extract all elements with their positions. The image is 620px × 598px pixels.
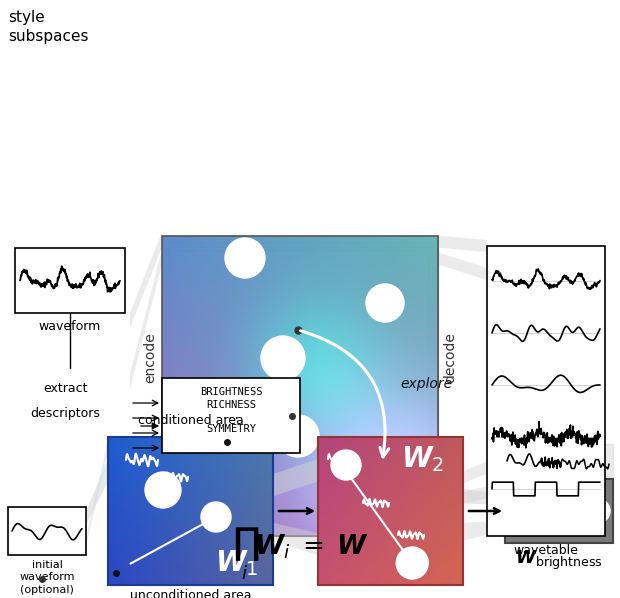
Polygon shape	[130, 250, 162, 388]
Circle shape	[201, 502, 231, 532]
Polygon shape	[273, 459, 318, 496]
Circle shape	[361, 442, 403, 484]
Text: wavetable: wavetable	[513, 544, 578, 557]
Bar	[170, 247, 430, 525]
Text: $\boldsymbol{W}_1$: $\boldsymbol{W}_1$	[215, 548, 259, 578]
Bar	[162, 236, 438, 536]
Bar	[8, 507, 86, 555]
Bar	[162, 378, 300, 453]
Text: unconditioned area: unconditioned area	[130, 589, 251, 598]
Text: extract: extract	[43, 382, 87, 395]
Bar	[108, 437, 273, 585]
Polygon shape	[438, 462, 487, 493]
Text: ...: ...	[221, 411, 241, 421]
Text: $\boldsymbol{W}_{\mathrm{brightness}}$: $\boldsymbol{W}_{\mathrm{brightness}}$	[515, 549, 603, 572]
Polygon shape	[86, 440, 108, 547]
Polygon shape	[438, 236, 487, 252]
Text: decode: decode	[443, 332, 457, 383]
Bar	[166, 242, 434, 530]
Polygon shape	[86, 459, 108, 525]
Polygon shape	[130, 232, 162, 328]
Bar	[168, 245, 432, 527]
Text: BRIGHTNESS: BRIGHTNESS	[200, 387, 262, 397]
Text: encode: encode	[143, 332, 157, 383]
Bar	[172, 250, 428, 522]
Text: style
subspaces: style subspaces	[8, 10, 89, 44]
Polygon shape	[273, 523, 318, 556]
Bar	[318, 437, 463, 585]
Text: explore: explore	[400, 377, 452, 391]
Polygon shape	[463, 489, 505, 505]
Circle shape	[586, 499, 610, 523]
Circle shape	[145, 472, 181, 508]
Polygon shape	[438, 487, 487, 508]
Circle shape	[277, 415, 319, 457]
Text: SYMMETRY: SYMMETRY	[206, 424, 256, 434]
Text: waveform: waveform	[39, 320, 101, 333]
Polygon shape	[463, 521, 505, 541]
Bar	[162, 236, 438, 536]
Circle shape	[261, 336, 305, 380]
Text: $\boldsymbol{W}_2$: $\boldsymbol{W}_2$	[401, 444, 444, 474]
FancyBboxPatch shape	[505, 479, 613, 543]
Bar	[15, 248, 125, 313]
Circle shape	[366, 284, 404, 322]
Text: descriptors: descriptors	[30, 407, 100, 420]
Bar	[487, 246, 605, 536]
Circle shape	[396, 547, 428, 579]
Bar	[164, 239, 436, 533]
Circle shape	[225, 238, 265, 278]
Text: conditioned area: conditioned area	[138, 414, 244, 427]
FancyArrowPatch shape	[301, 331, 389, 457]
Text: RICHNESS: RICHNESS	[206, 400, 256, 410]
Circle shape	[331, 450, 361, 480]
Polygon shape	[438, 252, 487, 280]
Text: initial
waveform
(optional): initial waveform (optional)	[19, 560, 75, 595]
Text: $\prod_i \boldsymbol{W}_i \;=\; \boldsymbol{W}$: $\prod_i \boldsymbol{W}_i \;=\; \boldsym…	[232, 526, 368, 582]
Circle shape	[509, 499, 533, 523]
